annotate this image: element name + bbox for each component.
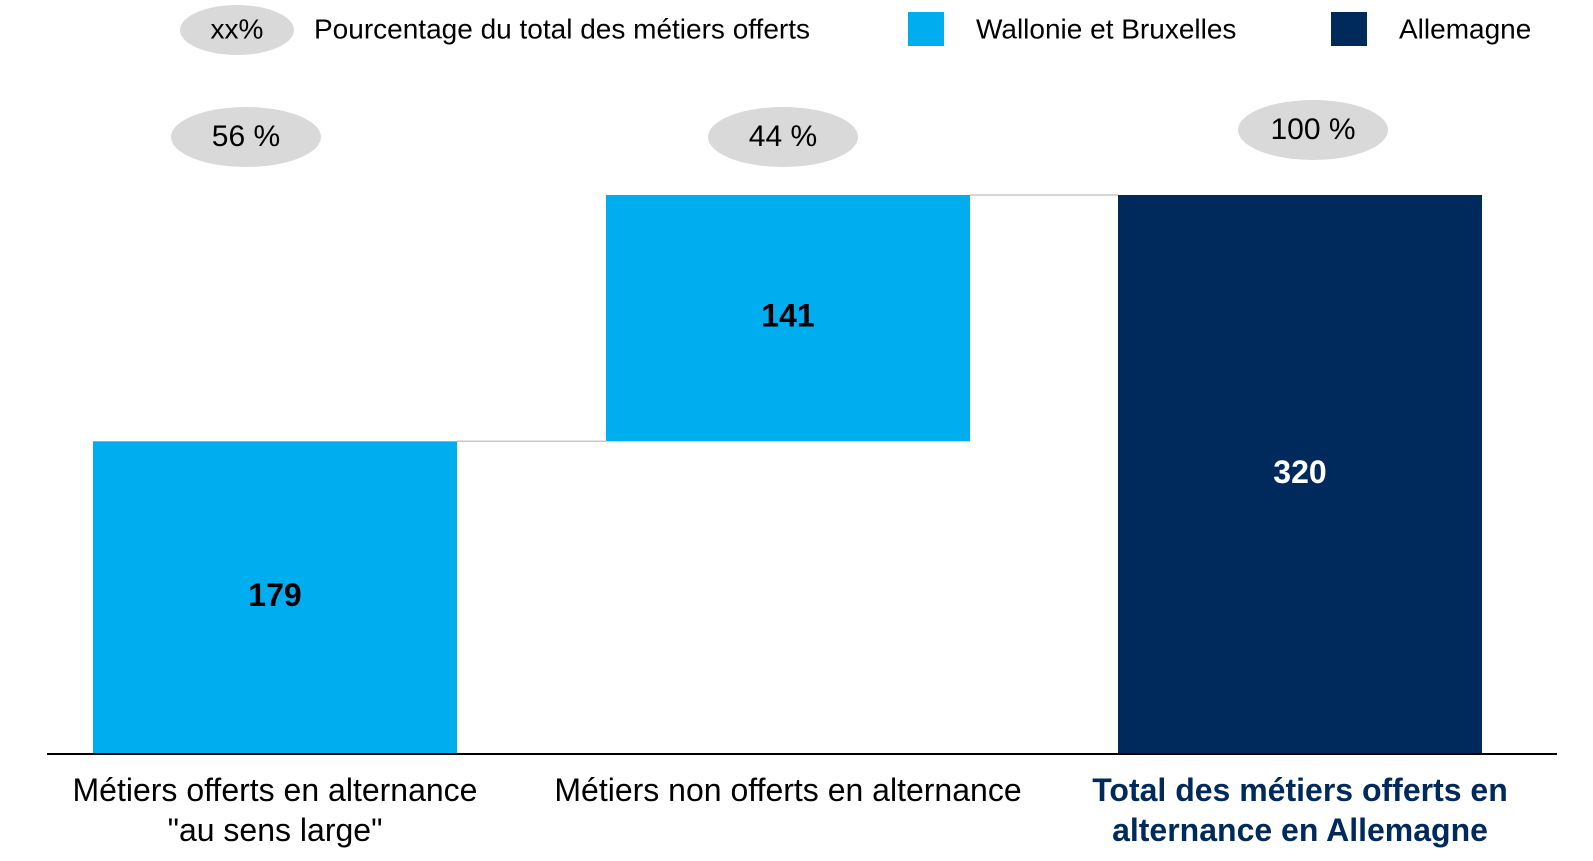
legend-label: Pourcentage du total des métiers offerts <box>314 13 810 44</box>
legend-marker-text: xx% <box>211 13 264 44</box>
category-label: Total des métiers offerts en alternance … <box>1092 772 1508 848</box>
percentage-ellipse <box>171 107 321 167</box>
legend-label: Wallonie et Bruxelles <box>976 13 1236 44</box>
percentage-label: 56 % <box>212 120 280 153</box>
bar <box>93 441 457 754</box>
percentage-label: 44 % <box>749 120 817 153</box>
bar-value-label: 320 <box>1273 454 1326 490</box>
legend-ellipse <box>180 5 294 55</box>
category-label: Métiers non offerts en alternance <box>554 772 1022 808</box>
bar <box>1118 195 1482 754</box>
percentage-ellipse <box>708 107 858 167</box>
bar-value-label: 179 <box>248 577 301 613</box>
legend-label: Allemagne <box>1399 13 1531 44</box>
legend-swatch <box>908 12 944 46</box>
bar-value-label: 141 <box>761 298 814 334</box>
category-label: Métiers offerts en alternance "au sens l… <box>72 772 478 848</box>
legend-swatch <box>1331 12 1367 46</box>
bar <box>606 195 970 442</box>
percentage-label: 100 % <box>1270 113 1355 146</box>
percentage-ellipse <box>1238 100 1388 160</box>
